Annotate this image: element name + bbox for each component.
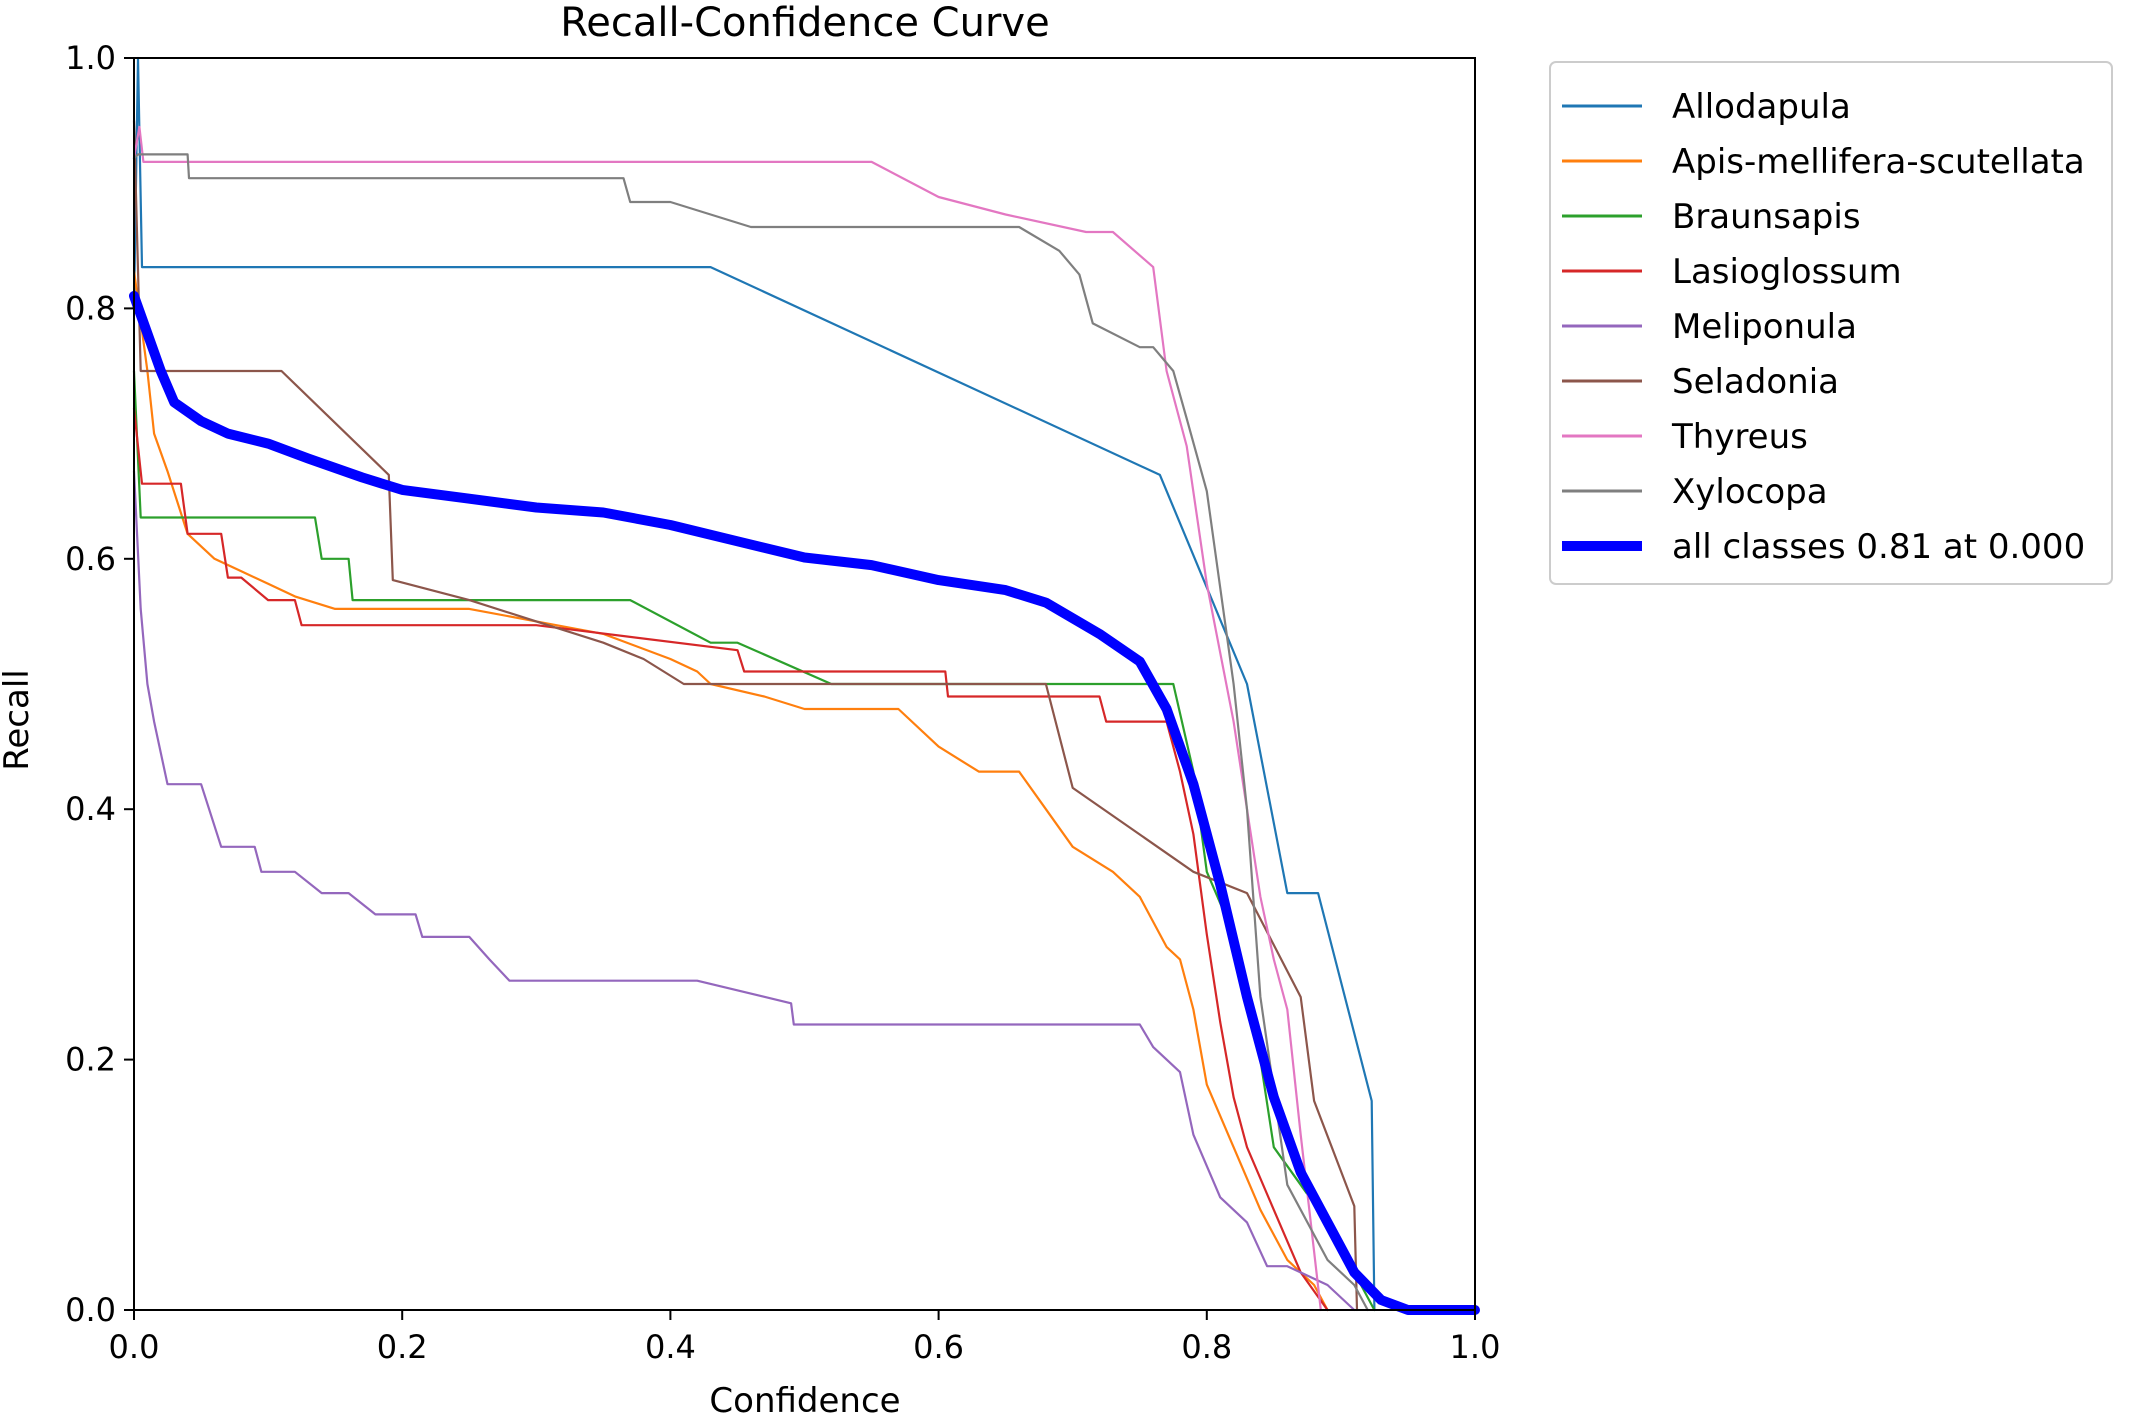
y-tick-label: 0.2 (65, 1041, 116, 1079)
x-axis-label: Confidence (709, 1381, 900, 1418)
legend-label: Thyreus (1671, 417, 1808, 457)
series-line-seladonia (132, 119, 1359, 1312)
y-tick-label: 0.4 (65, 790, 116, 828)
legend-items: Allodapula Apis-mellifera-scutellata Braun… (1562, 87, 2085, 567)
legend-label: Lasioglossum (1672, 252, 1902, 292)
x-tick-label: 1.0 (1450, 1328, 1501, 1366)
series-line-thyreus (132, 125, 1322, 1312)
y-tick-label: 0.6 (65, 540, 116, 578)
legend-label: Seladonia (1672, 362, 1839, 402)
series-line-all-classes-0-81-at-0-000 (129, 290, 1480, 1315)
series-line-lasioglossum (132, 407, 1329, 1312)
x-tick-label: 0.0 (109, 1328, 160, 1366)
legend: Allodapula Apis-mellifera-scutellata Braun… (1549, 61, 2113, 585)
plot-frame (133, 57, 1476, 1311)
legend-label: Meliponula (1672, 307, 1857, 347)
legend-label: Braunsapis (1672, 197, 1861, 237)
y-tick-label: 0.0 (65, 1291, 116, 1329)
y-tick-label: 1.0 (65, 39, 116, 77)
series-line-allodapula (132, 56, 1376, 1312)
x-tick-label: 0.8 (1181, 1328, 1232, 1366)
legend-label: Apis-mellifera-scutellata (1672, 142, 2085, 182)
legend-label: all classes 0.81 at 0.000 (1672, 527, 2085, 567)
series-line-apis-mellifera-scutellata (132, 269, 1329, 1312)
chart-title: Recall-Confidence Curve (560, 0, 1049, 46)
x-tick-label: 0.6 (913, 1328, 964, 1366)
legend-label: Allodapula (1672, 87, 1851, 127)
y-tick-label: 0.8 (65, 289, 116, 327)
x-tick-label: 0.4 (645, 1328, 696, 1366)
x-tick-label: 0.2 (377, 1328, 428, 1366)
y-axis-label: Recall (0, 669, 37, 770)
plot-lines (129, 56, 1480, 1315)
x-axis: 0.0 0.2 0.4 0.6 0.8 1.0 (109, 1310, 1501, 1366)
series-line-xylocopa (132, 153, 1369, 1312)
legend-box (1549, 61, 2113, 585)
y-axis: 0.0 0.2 0.4 0.6 0.8 1.0 (65, 39, 134, 1329)
series-line-meliponula (132, 470, 1356, 1312)
legend-label: Xylocopa (1672, 472, 1828, 512)
